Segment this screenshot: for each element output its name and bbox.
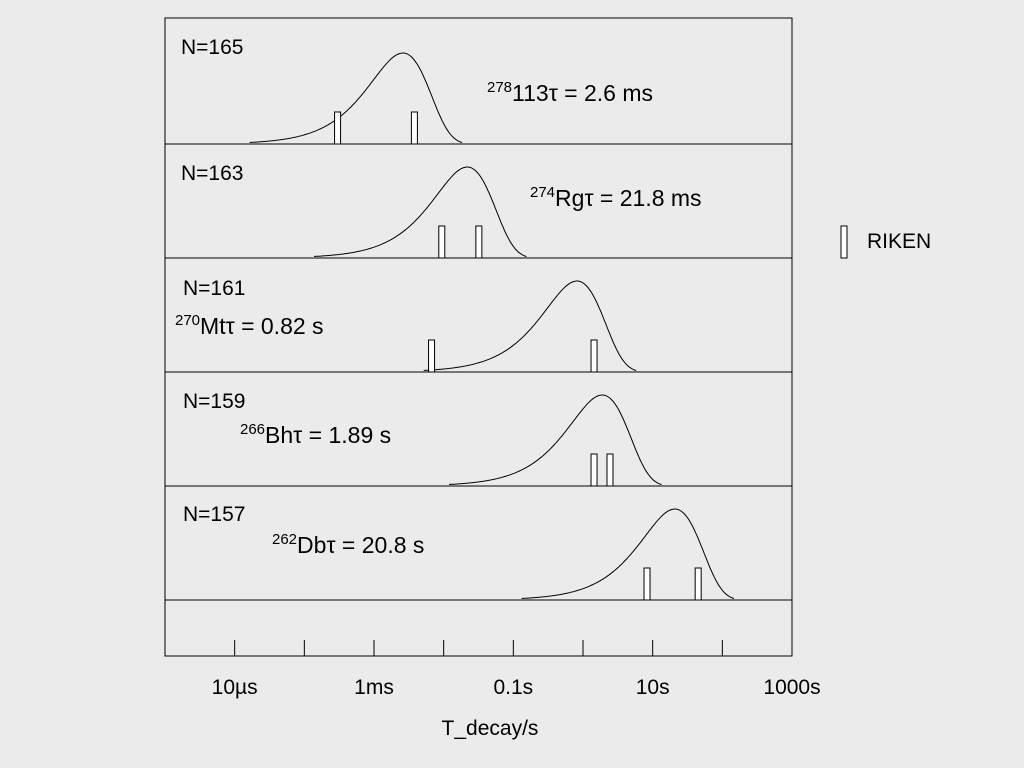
event-bar: [643, 567, 651, 601]
nucleus-label: 266Bhτ = 1.89 s: [240, 421, 391, 448]
tau-label: τ = 0.82 s: [226, 313, 324, 339]
tau-label: τ = 2.6 ms: [549, 80, 653, 106]
event-bar: [475, 225, 483, 259]
n-label: N=157: [183, 503, 245, 526]
x-tick-label: 10s: [636, 676, 670, 699]
x-tick-label: 10µs: [212, 676, 258, 699]
nucleus-label: 262Dbτ = 20.8 s: [272, 531, 424, 558]
element: Bh: [265, 422, 293, 448]
x-tick-label: 0.1s: [493, 676, 533, 699]
x-tick-label: 1ms: [354, 676, 394, 699]
element: 113: [512, 80, 549, 106]
mass-number: 278: [487, 79, 512, 96]
event-bar: [438, 225, 446, 259]
event-bar: [334, 111, 342, 145]
n-label: N=161: [183, 277, 245, 300]
n-label: N=163: [181, 162, 243, 185]
event-bar: [694, 567, 702, 601]
nucleus-label: 274Rgτ = 21.8 ms: [530, 184, 702, 211]
legend-swatch: [840, 225, 848, 259]
nucleus-label: 270Mtτ = 0.82 s: [175, 312, 324, 339]
decay-curve: [249, 52, 463, 143]
mass-number: 262: [272, 531, 297, 548]
mass-number: 270: [175, 312, 200, 329]
tau-label: τ = 20.8 s: [326, 532, 424, 558]
decay-curve: [521, 508, 735, 599]
plot-frame: [164, 17, 793, 657]
event-bar: [410, 111, 418, 145]
mass-number: 266: [240, 421, 265, 438]
event-bar: [428, 339, 436, 373]
element: Mt: [200, 313, 226, 339]
x-axis-label: T_decay/s: [442, 717, 539, 740]
event-bar: [590, 453, 598, 487]
element: Rg: [555, 185, 584, 211]
n-label: N=165: [181, 36, 243, 59]
x-tick-label: 1000s: [763, 676, 820, 699]
decay-curve: [449, 394, 662, 485]
event-bar: [606, 453, 614, 487]
legend-label: RIKEN: [867, 230, 931, 253]
mass-number: 274: [530, 184, 555, 201]
element: Db: [297, 532, 326, 558]
event-bar: [590, 339, 598, 373]
decay-curve: [423, 280, 637, 371]
n-label: N=159: [183, 390, 245, 413]
nucleus-label: 278113τ = 2.6 ms: [487, 79, 653, 106]
decay-curve: [314, 166, 527, 257]
tau-label: τ = 21.8 ms: [584, 185, 701, 211]
tau-label: τ = 1.89 s: [293, 422, 391, 448]
